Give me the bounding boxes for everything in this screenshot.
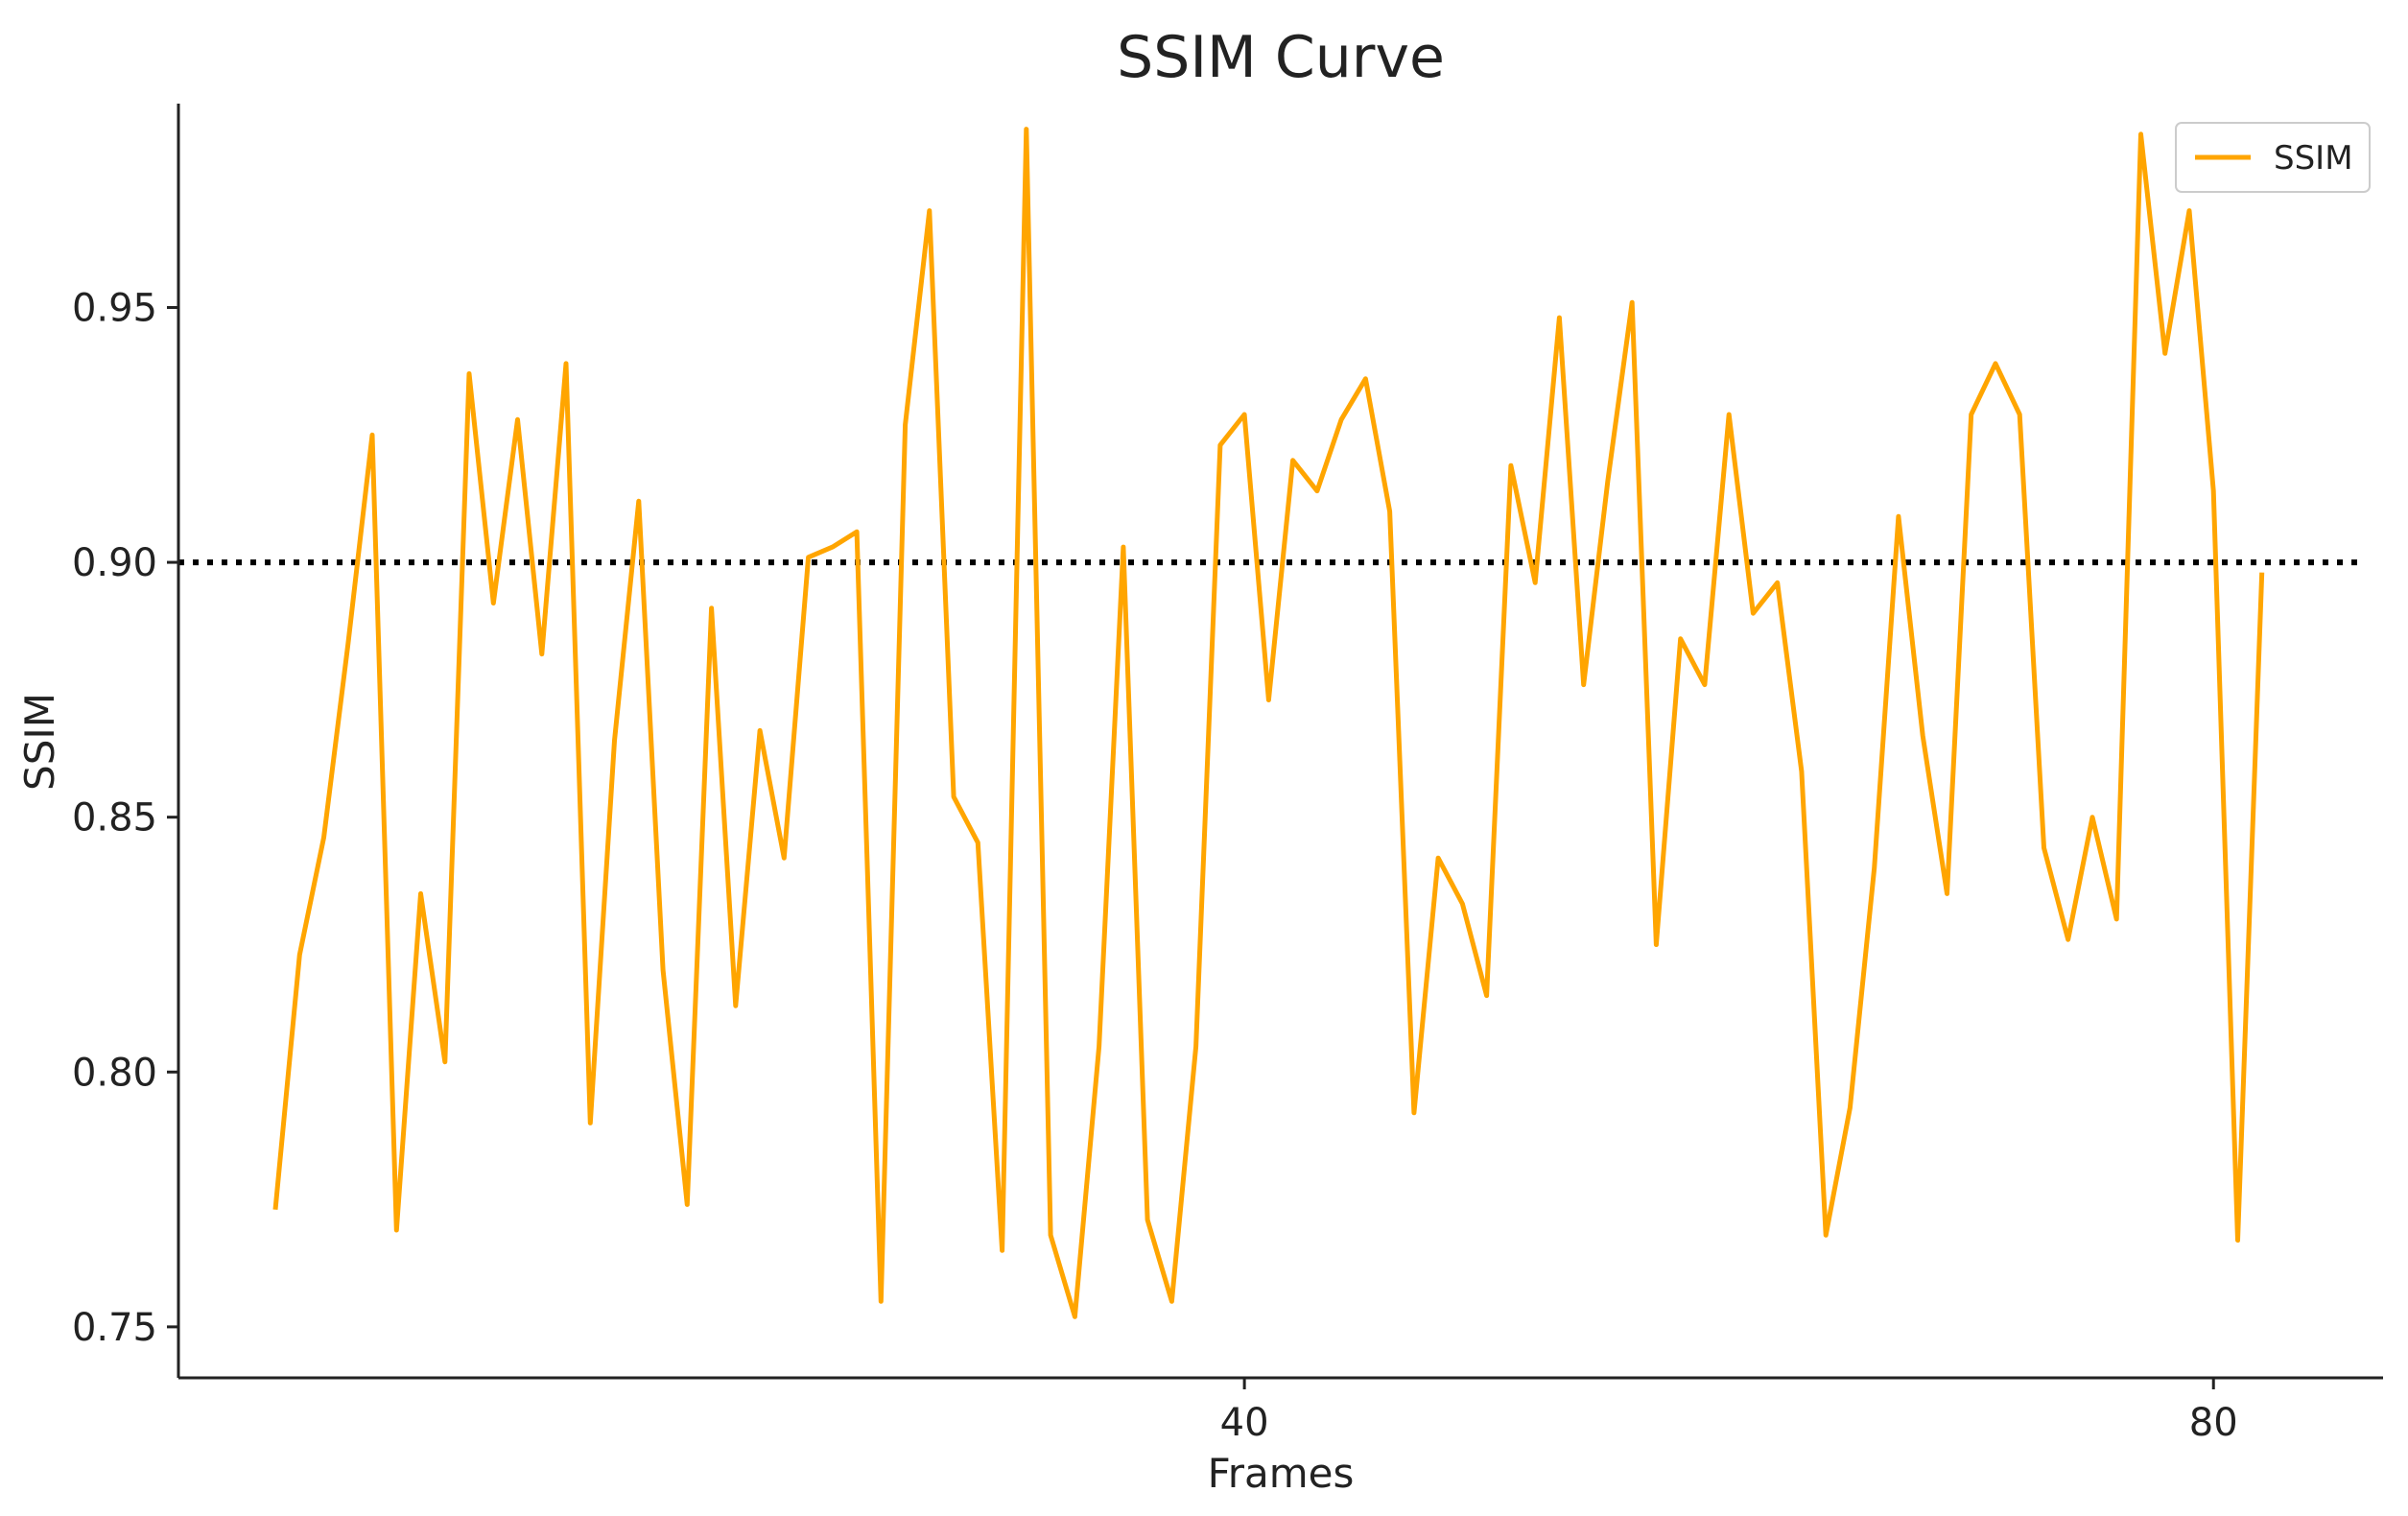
y-tick-label: 0.90 [72, 541, 157, 585]
y-tick-label: 0.80 [72, 1051, 157, 1095]
y-axis-title: SSIM [16, 693, 63, 791]
y-tick-label: 0.95 [72, 286, 157, 330]
chart-title: SSIM Curve [1117, 24, 1445, 91]
y-tick-label: 0.85 [72, 796, 157, 841]
legend-label-ssim: SSIM [2274, 139, 2353, 178]
plot-area [178, 127, 2360, 1319]
legend: SSIM [2175, 122, 2371, 193]
x-tick-label: 80 [2189, 1401, 2238, 1445]
axis-ticks: 0.75 0.80 0.85 0.90 0.95 40 80 [72, 286, 2238, 1445]
x-tick-label: 40 [1220, 1401, 1269, 1445]
legend-frame [2175, 122, 2371, 193]
series-line-ssim [272, 127, 2265, 1319]
y-tick-label: 0.75 [72, 1306, 157, 1350]
x-axis-title: Frames [1208, 1450, 1355, 1497]
